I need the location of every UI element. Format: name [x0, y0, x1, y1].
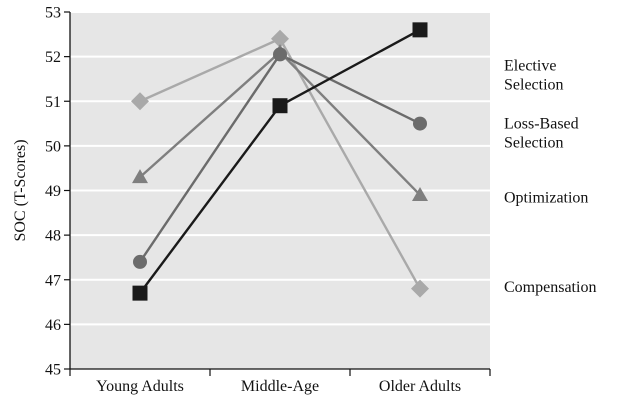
x-tick-label: Young Adults — [96, 378, 184, 395]
circle-marker — [133, 254, 147, 269]
legend: Compensation Optimization Loss-Based Select… — [504, 57, 596, 295]
circle-marker — [273, 47, 287, 62]
y-tick-label: 51 — [45, 94, 61, 111]
y-axis-title: SOC (T-Scores) — [12, 139, 29, 241]
triangle-marker — [412, 186, 428, 201]
diamond-marker — [131, 92, 149, 111]
y-tick-label: 46 — [45, 317, 61, 334]
legend-label: Loss-Based Selection — [504, 115, 579, 151]
diamond-marker — [411, 279, 429, 298]
y-tick-label: 49 — [45, 183, 61, 200]
data-markers — [131, 22, 429, 301]
diamond-marker — [271, 29, 289, 48]
square-marker — [272, 98, 288, 114]
circle-marker — [413, 116, 427, 131]
legend-label: Elective Selection — [504, 57, 564, 93]
x-tick-label: Middle-Age — [241, 378, 319, 395]
square-marker — [132, 285, 148, 301]
x-tick-label: Older Adults — [379, 378, 461, 395]
legend-label: Optimization — [504, 190, 588, 207]
axes: 45 46 47 48 49 50 51 52 53 Young Adults Middle-Age… — [45, 5, 491, 395]
y-tick-label: 48 — [45, 228, 61, 245]
triangle-marker — [132, 169, 148, 184]
y-tick-label: 53 — [45, 5, 61, 22]
y-tick-label: 47 — [45, 272, 61, 289]
y-tick-label: 50 — [45, 138, 61, 155]
square-marker — [412, 22, 428, 38]
y-tick-label: 52 — [45, 49, 61, 66]
y-tick-label: 45 — [45, 362, 61, 379]
legend-label: Compensation — [504, 279, 596, 296]
